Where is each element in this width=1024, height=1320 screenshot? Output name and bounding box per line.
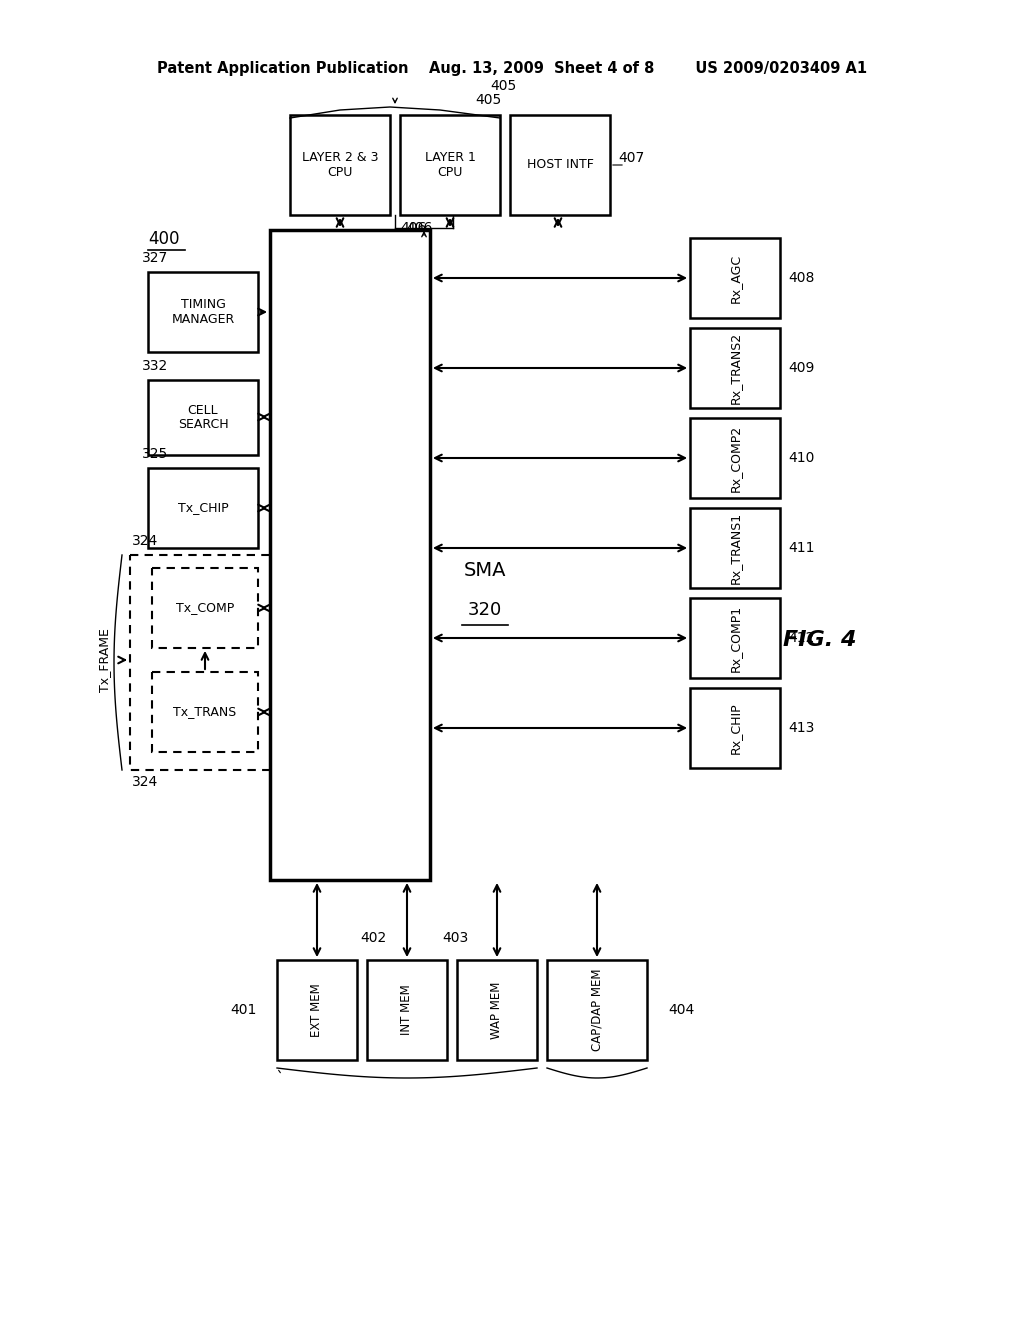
Text: Tx_TRANS: Tx_TRANS — [173, 705, 237, 718]
Text: EXT MEM: EXT MEM — [310, 983, 324, 1038]
Bar — [152, 672, 258, 752]
Text: Tx_FRAME: Tx_FRAME — [98, 628, 112, 692]
Text: 406: 406 — [400, 220, 426, 235]
Text: Tx_CHIP: Tx_CHIP — [178, 502, 228, 515]
Text: 406: 406 — [406, 220, 432, 235]
Text: WAP MEM: WAP MEM — [490, 981, 504, 1039]
Bar — [457, 960, 537, 1060]
Text: 325: 325 — [142, 447, 168, 461]
Text: FIG. 4: FIG. 4 — [783, 630, 857, 649]
Text: HOST INTF: HOST INTF — [526, 158, 594, 172]
Text: Rx_CHIP: Rx_CHIP — [728, 702, 741, 754]
Text: Rx_COMP1: Rx_COMP1 — [728, 605, 741, 672]
Bar — [547, 960, 647, 1060]
Text: SMA: SMA — [464, 561, 506, 579]
Text: 320: 320 — [468, 601, 502, 619]
Bar — [690, 598, 780, 678]
Text: Rx_AGC: Rx_AGC — [728, 253, 741, 302]
Text: 400: 400 — [148, 230, 179, 248]
Text: 411: 411 — [788, 541, 814, 554]
Text: Rx_COMP2: Rx_COMP2 — [728, 425, 741, 491]
Text: 405: 405 — [475, 92, 502, 107]
Text: 409: 409 — [788, 360, 814, 375]
Bar — [270, 230, 430, 880]
Text: 401: 401 — [230, 1003, 256, 1016]
Bar — [690, 238, 780, 318]
Text: 404: 404 — [668, 1003, 694, 1016]
Bar — [290, 115, 390, 215]
Text: 324: 324 — [132, 775, 159, 789]
Text: TIMING
MANAGER: TIMING MANAGER — [171, 298, 234, 326]
Bar — [148, 272, 258, 352]
Text: 408: 408 — [788, 271, 814, 285]
Bar — [367, 960, 447, 1060]
Text: 403: 403 — [442, 931, 468, 945]
Text: 410: 410 — [788, 451, 814, 465]
Text: 327: 327 — [142, 251, 168, 265]
Bar — [152, 568, 258, 648]
Text: 413: 413 — [788, 721, 814, 735]
Bar — [690, 327, 780, 408]
Bar — [278, 960, 357, 1060]
Text: Patent Application Publication    Aug. 13, 2009  Sheet 4 of 8        US 2009/020: Patent Application Publication Aug. 13, … — [157, 61, 867, 75]
Text: 402: 402 — [359, 931, 386, 945]
Text: LAYER 1
CPU: LAYER 1 CPU — [425, 150, 475, 180]
Text: CAP/DAP MEM: CAP/DAP MEM — [591, 969, 603, 1051]
Text: 405: 405 — [490, 79, 516, 92]
Bar — [690, 508, 780, 587]
Bar — [400, 115, 500, 215]
Bar — [130, 554, 275, 770]
Text: 332: 332 — [142, 359, 168, 374]
Text: LAYER 2 & 3
CPU: LAYER 2 & 3 CPU — [302, 150, 378, 180]
Text: 324: 324 — [132, 535, 159, 548]
Bar — [148, 380, 258, 455]
Bar — [510, 115, 610, 215]
Bar — [690, 688, 780, 768]
Text: CELL
SEARCH: CELL SEARCH — [178, 404, 228, 432]
Bar — [148, 469, 258, 548]
Text: Rx_TRANS2: Rx_TRANS2 — [728, 331, 741, 404]
Text: INT MEM: INT MEM — [400, 985, 414, 1035]
Bar — [690, 418, 780, 498]
Text: Tx_COMP: Tx_COMP — [176, 602, 234, 615]
Text: 407: 407 — [618, 150, 644, 165]
Text: Rx_TRANS1: Rx_TRANS1 — [728, 512, 741, 583]
Text: 412: 412 — [788, 631, 814, 645]
